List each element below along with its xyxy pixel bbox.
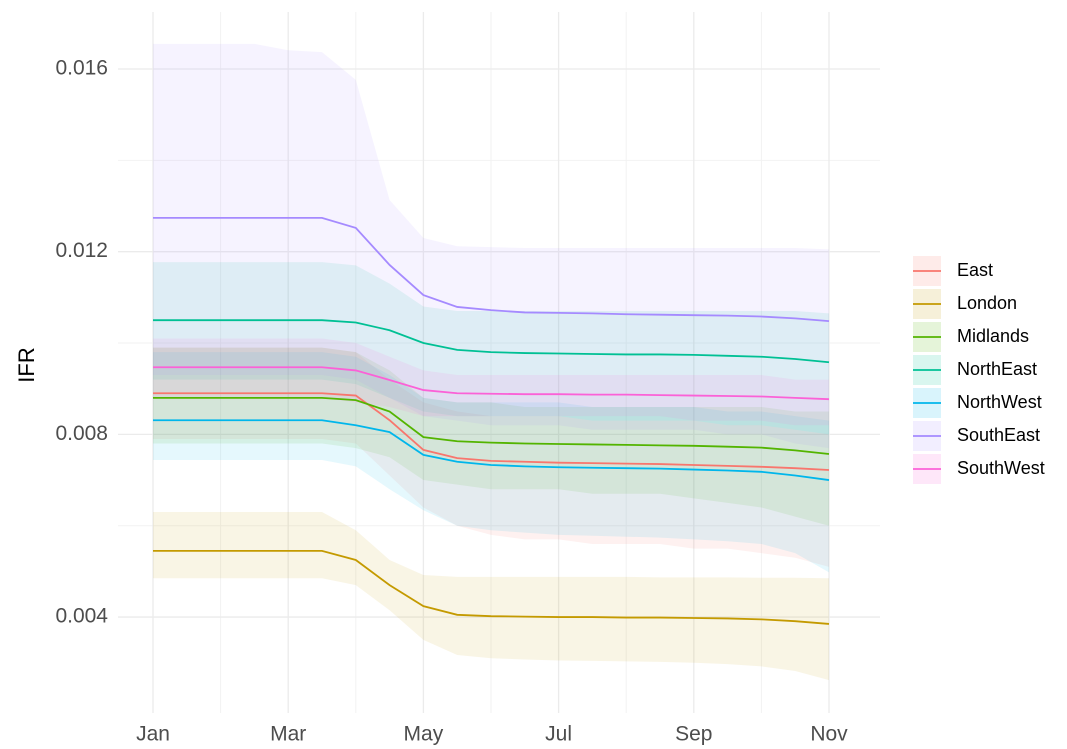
x-tick-label: Mar bbox=[270, 723, 306, 746]
y-tick-label: 0.008 bbox=[55, 422, 108, 445]
series-line bbox=[153, 419, 830, 481]
x-tick-label: Sep bbox=[675, 723, 712, 746]
y-axis-label: IFR bbox=[14, 347, 39, 382]
series-line bbox=[153, 366, 830, 401]
x-tick-label: May bbox=[404, 723, 444, 746]
series-line bbox=[153, 396, 830, 455]
legend-label: NorthWest bbox=[957, 392, 1042, 412]
legend-label: East bbox=[957, 260, 993, 280]
confidence-band bbox=[153, 347, 829, 526]
confidence-band bbox=[153, 352, 829, 573]
confidence-band bbox=[153, 347, 829, 567]
legend-label: NorthEast bbox=[957, 359, 1037, 379]
legend-label: SouthWest bbox=[957, 458, 1045, 478]
confidence-band bbox=[153, 512, 829, 681]
series-line bbox=[153, 392, 830, 471]
legend-label: London bbox=[957, 293, 1017, 313]
confidence-band bbox=[153, 262, 829, 435]
legend-label: SouthEast bbox=[957, 425, 1040, 445]
x-tick-label: Nov bbox=[810, 723, 848, 746]
confidence-band bbox=[153, 338, 829, 426]
series-line bbox=[153, 319, 830, 364]
y-tick-label: 0.004 bbox=[55, 605, 108, 628]
series-line bbox=[153, 549, 830, 625]
y-tick-label: 0.016 bbox=[55, 57, 108, 80]
x-tick-label: Jul bbox=[545, 723, 572, 746]
y-tick-label: 0.012 bbox=[55, 239, 108, 262]
x-tick-label: Jan bbox=[136, 723, 170, 746]
confidence-band bbox=[153, 43, 829, 449]
legend-label: Midlands bbox=[957, 326, 1029, 346]
series-line bbox=[153, 216, 830, 323]
